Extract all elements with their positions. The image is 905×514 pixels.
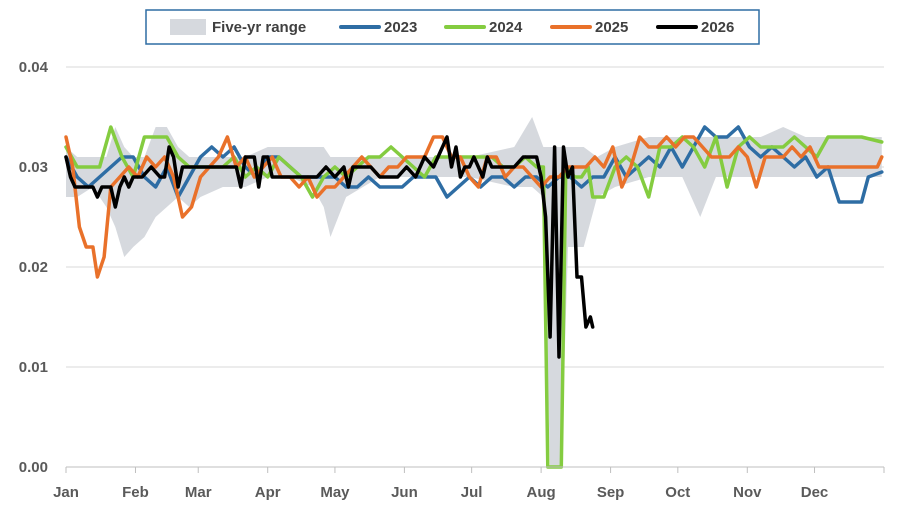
y-tick-label: 0.02 <box>19 259 48 276</box>
x-axis: Jan Feb Mar Apr May Jun Jul Aug Sep Oct Nov Dec <box>53 466 885 501</box>
y-tick-label: 0.00 <box>19 459 48 476</box>
series-line-2026 <box>64 135 595 359</box>
y-tick-label: 0.04 <box>19 59 49 76</box>
y-axis: 0.00 0.01 0.02 0.03 0.04 <box>19 59 49 476</box>
x-tick-label: Dec <box>801 484 829 501</box>
five-yr-range-band <box>66 117 882 467</box>
y-tick-label: 0.01 <box>19 359 48 376</box>
legend-label-2025: 2025 <box>595 19 628 36</box>
x-tick-label: Jun <box>391 484 418 501</box>
legend-label-five-yr-range: Five-yr range <box>212 19 306 36</box>
x-tick-label: Apr <box>255 484 281 501</box>
legend-swatch-five-yr-range <box>170 19 206 35</box>
legend: Five-yr range 2023 2024 2025 2026 <box>145 9 760 45</box>
five-yr-range-area <box>66 117 882 467</box>
x-tick-label: May <box>320 484 350 501</box>
legend-label-2024: 2024 <box>489 19 523 36</box>
x-tick-label: Nov <box>733 484 762 501</box>
x-tick-label: Oct <box>665 484 690 501</box>
legend-label-2023: 2023 <box>384 19 417 36</box>
x-tick-label: Sep <box>597 484 625 501</box>
x-tick-label: Jul <box>461 484 483 501</box>
series-lines <box>64 125 884 469</box>
x-tick-label: Feb <box>122 484 149 501</box>
grid <box>66 66 884 368</box>
legend-label-2026: 2026 <box>701 19 734 36</box>
x-tick-label: Mar <box>185 484 212 501</box>
x-tick-label: Jan <box>53 484 79 501</box>
series-line-2025 <box>64 135 884 279</box>
y-tick-label: 0.03 <box>19 159 48 176</box>
x-tick-label: Aug <box>527 484 556 501</box>
